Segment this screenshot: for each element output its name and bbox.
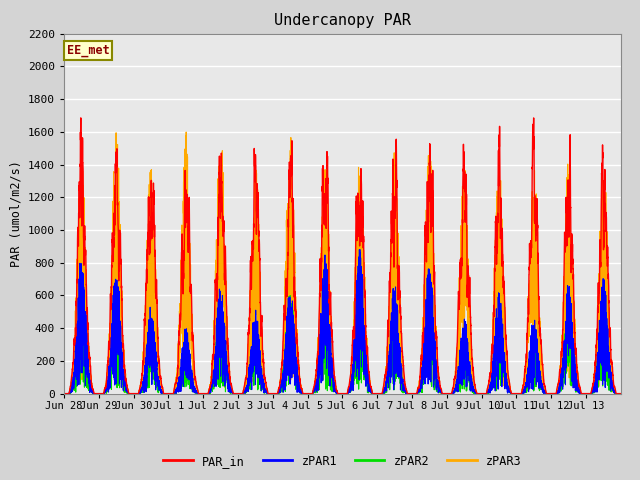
PAR_in xyxy=(77,115,84,121)
zPAR1 xyxy=(60,391,68,396)
zPAR1 xyxy=(617,391,625,396)
Y-axis label: PAR (umol/m2/s): PAR (umol/m2/s) xyxy=(10,160,22,267)
zPAR2 xyxy=(617,391,625,396)
Line: zPAR1: zPAR1 xyxy=(64,250,621,394)
zPAR2 xyxy=(175,378,183,384)
zPAR1 xyxy=(356,247,364,252)
zPAR1 xyxy=(364,378,371,384)
zPAR2 xyxy=(523,390,531,396)
PAR_in xyxy=(393,217,401,223)
zPAR2 xyxy=(393,359,401,364)
zPAR2 xyxy=(286,293,294,299)
zPAR3 xyxy=(537,352,545,358)
PAR_in xyxy=(523,350,531,356)
zPAR1 xyxy=(393,352,401,358)
PAR_in xyxy=(495,143,503,149)
zPAR2 xyxy=(364,371,371,377)
PAR_in xyxy=(90,391,98,396)
PAR_in xyxy=(176,315,184,321)
Line: zPAR3: zPAR3 xyxy=(64,132,621,394)
zPAR2 xyxy=(537,386,545,392)
zPAR2 xyxy=(60,391,68,396)
Legend: PAR_in, zPAR1, zPAR2, zPAR3: PAR_in, zPAR1, zPAR2, zPAR3 xyxy=(158,450,527,472)
zPAR3 xyxy=(393,264,401,269)
zPAR1 xyxy=(537,380,545,386)
zPAR3 xyxy=(60,391,68,396)
PAR_in xyxy=(617,391,625,396)
PAR_in xyxy=(60,391,68,396)
zPAR3 xyxy=(175,308,183,314)
zPAR3 xyxy=(364,366,371,372)
Line: zPAR2: zPAR2 xyxy=(64,296,621,394)
Text: EE_met: EE_met xyxy=(67,44,109,58)
Line: PAR_in: PAR_in xyxy=(64,118,621,394)
zPAR3 xyxy=(182,129,190,135)
zPAR3 xyxy=(523,361,531,367)
zPAR2 xyxy=(495,348,503,354)
Title: Undercanopy PAR: Undercanopy PAR xyxy=(274,13,411,28)
PAR_in xyxy=(364,351,371,357)
zPAR1 xyxy=(495,337,503,343)
zPAR1 xyxy=(175,374,183,380)
zPAR3 xyxy=(495,250,503,256)
zPAR3 xyxy=(617,391,625,396)
PAR_in xyxy=(537,341,545,347)
zPAR1 xyxy=(523,383,531,389)
